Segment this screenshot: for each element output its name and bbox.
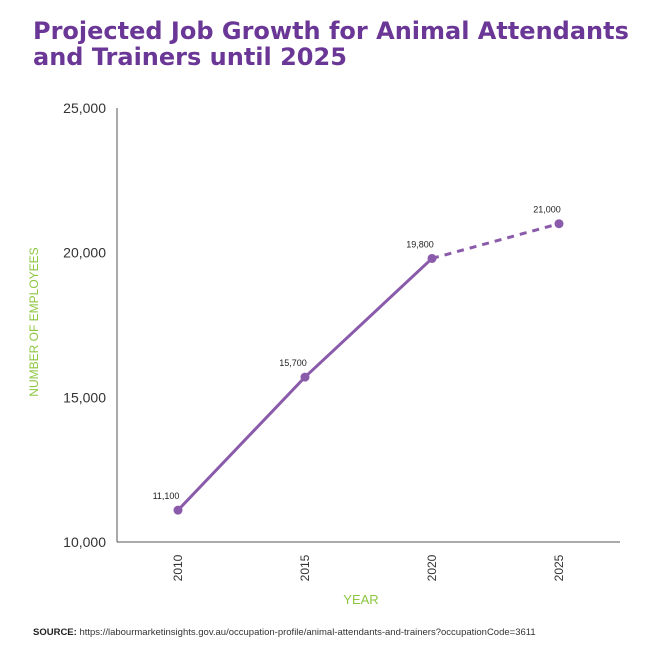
series-segment xyxy=(303,256,434,379)
y-tick-label: 25,000 xyxy=(63,100,106,116)
data-point xyxy=(300,372,310,382)
x-tick-label: 2025 xyxy=(552,554,566,581)
y-axis-title: NUMBER OF EMPLOYEES xyxy=(27,247,41,396)
chart-title: Projected Job Growth for Animal Attendan… xyxy=(33,17,629,71)
series-segment xyxy=(176,375,307,512)
chart-points xyxy=(173,219,564,515)
data-label: 15,700 xyxy=(279,358,307,368)
x-axis-title: YEAR xyxy=(343,592,378,607)
chart-data-labels: 11,100 15,700 19,800 21,000 xyxy=(153,205,561,501)
data-label: 19,800 xyxy=(406,239,434,249)
source-label: SOURCE: xyxy=(33,627,77,638)
data-point xyxy=(173,505,183,515)
chart-axes: 10,000 15,000 20,000 25,000 2010 2015 2020 2025… xyxy=(27,100,620,607)
data-label: 21,000 xyxy=(533,205,561,215)
x-tick-label: 2015 xyxy=(298,554,312,581)
data-point xyxy=(427,253,437,263)
y-tick-label: 20,000 xyxy=(63,245,106,261)
x-tick-label: 2020 xyxy=(425,554,439,581)
data-point xyxy=(554,219,564,229)
y-tick-label: 15,000 xyxy=(63,389,106,405)
source-url[interactable]: https://labourmarketinsights.gov.au/occu… xyxy=(79,627,536,638)
x-tick-label: 2010 xyxy=(171,554,185,581)
data-label: 11,100 xyxy=(153,491,180,501)
source-note: SOURCE: https://labourmarketinsights.gov… xyxy=(33,628,633,638)
chart-series-lines xyxy=(176,222,560,512)
projected-segment xyxy=(431,222,560,260)
y-tick-label: 10,000 xyxy=(63,534,106,550)
